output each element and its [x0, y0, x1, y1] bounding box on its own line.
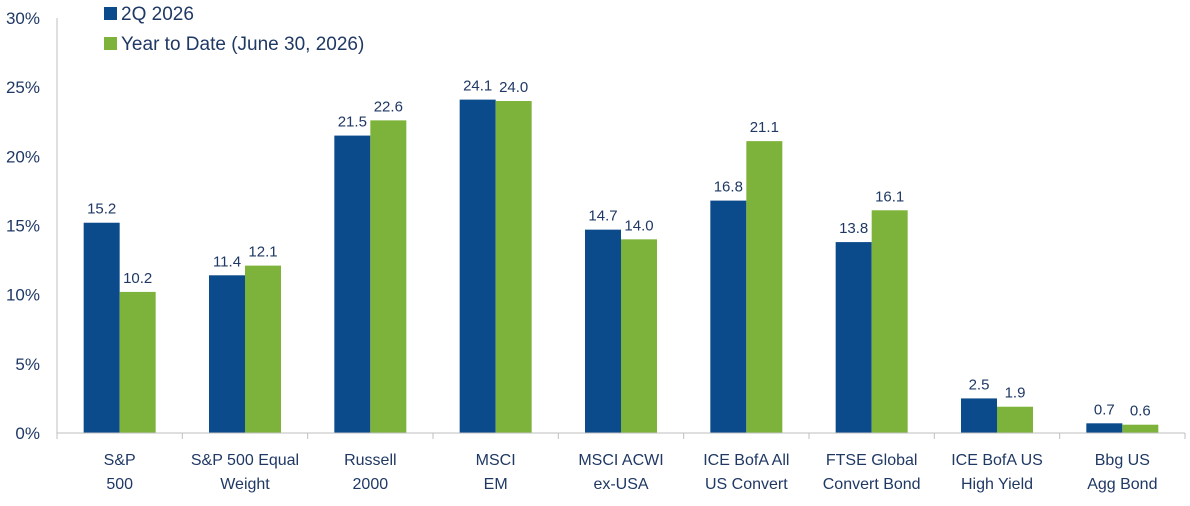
x-category-label: MSCI ACWI ex-USA	[578, 452, 663, 493]
x-category-label: FTSE Global Convert Bond	[823, 452, 921, 493]
data-label: 10.2	[123, 270, 152, 287]
x-category-label: MSCI EM	[476, 452, 516, 493]
bar-series-1	[83, 222, 120, 433]
data-label: 2.5	[969, 376, 990, 393]
y-tick-label: 10%	[6, 286, 40, 305]
bar-series-2	[871, 210, 908, 433]
y-tick-label: 5%	[15, 355, 40, 374]
data-label: 14.7	[588, 208, 617, 225]
x-category-label: Russell 2000	[344, 452, 396, 493]
x-category-label: Bbg US Agg Bond	[1087, 452, 1157, 493]
x-category-label: S&P 500	[104, 452, 136, 493]
bar-series-1	[334, 135, 371, 434]
data-label: 21.1	[750, 119, 779, 136]
data-label: 1.9	[1005, 385, 1026, 402]
bar-series-1	[585, 229, 621, 433]
data-label: 11.4	[213, 253, 241, 270]
bar-series-2	[997, 406, 1033, 433]
x-category-label: ICE BofA US High Yield	[951, 452, 1043, 493]
bar-series-1	[961, 398, 997, 433]
data-label: 24.0	[499, 79, 528, 96]
data-label: 12.1	[248, 244, 277, 261]
bar-series-1	[459, 99, 496, 433]
bar-series-1	[835, 242, 872, 433]
x-category-label: ICE BofA All US Convert	[703, 452, 789, 493]
x-category-label: S&P 500 Equal Weight	[191, 452, 299, 493]
data-label: 16.1	[875, 188, 904, 205]
bar-series-2	[370, 120, 407, 433]
y-axis: 0% 5% 10% 15% 20% 25% 30%	[6, 9, 58, 443]
bar-series-2	[495, 101, 532, 433]
y-tick-label: 25%	[6, 78, 40, 97]
bar-series-2	[1122, 424, 1159, 433]
bars: 15.2 10.2 11.4 12.1 21.5 22.6 24.1 24.0 14.7 14.0…	[83, 78, 1159, 434]
legend-swatch	[104, 7, 117, 20]
data-label: 15.2	[87, 201, 116, 218]
legend-label: 2Q 2026	[121, 4, 194, 25]
y-tick-label: 15%	[6, 217, 40, 236]
data-label: 22.6	[374, 98, 403, 115]
bar-series-1	[1086, 423, 1123, 433]
data-label: 13.8	[839, 220, 868, 237]
y-tick-label: 0%	[15, 424, 40, 443]
bar-series-1	[209, 275, 245, 433]
legend: 2Q 2026 Year to Date (June 30, 2026)	[104, 4, 364, 55]
data-label: 14.0	[624, 217, 653, 234]
data-label: 16.8	[714, 179, 743, 196]
data-label: 0.7	[1094, 401, 1115, 418]
legend-swatch	[104, 37, 117, 50]
data-label: 21.5	[338, 114, 367, 131]
bar-series-2	[746, 141, 783, 433]
y-tick-label: 20%	[6, 147, 40, 166]
bar-series-2	[119, 291, 156, 433]
data-label: 24.1	[463, 78, 492, 95]
bar-series-2	[245, 265, 281, 433]
data-label: 0.6	[1130, 403, 1151, 420]
x-axis: S&P 500 S&P 500 Equal Weight Russell 2000 MSCI…	[56, 432, 1186, 493]
y-tick-label: 30%	[6, 9, 40, 28]
bar-series-2	[621, 239, 657, 433]
legend-label: Year to Date (June 30, 2026)	[121, 34, 364, 55]
bar-series-1	[710, 200, 747, 433]
